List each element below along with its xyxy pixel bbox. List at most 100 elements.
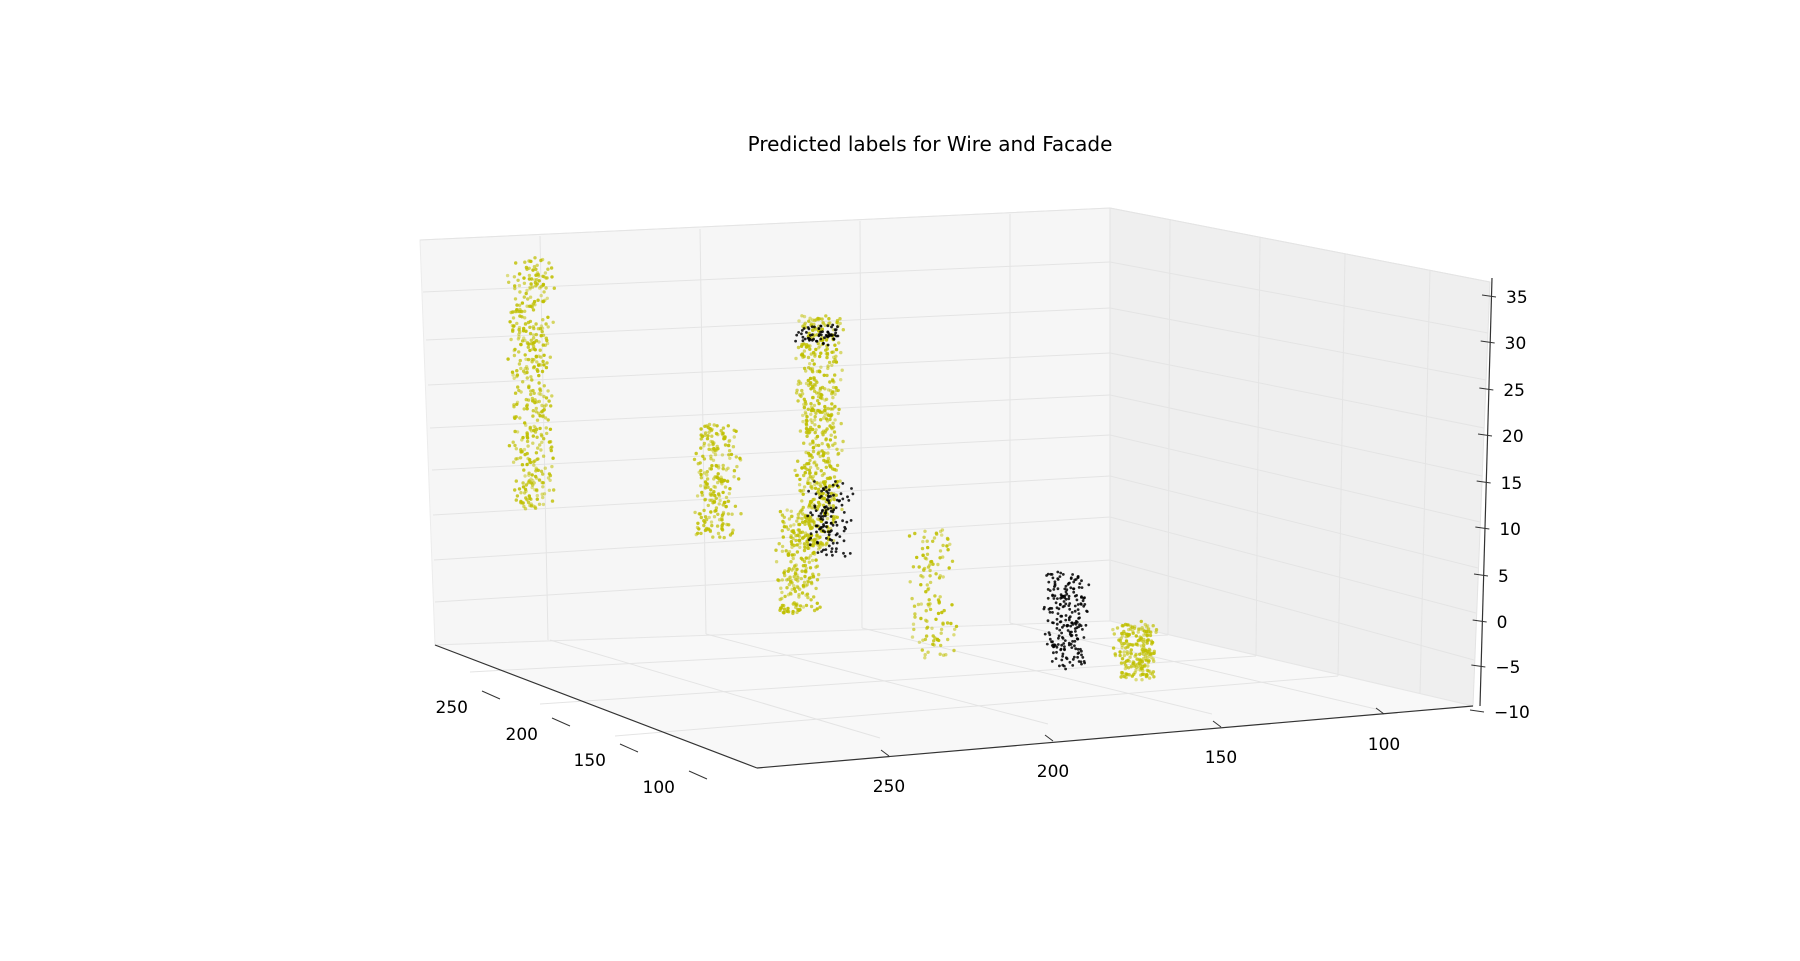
point-s0-c3 <box>789 578 793 582</box>
point-s0-c0 <box>535 497 539 501</box>
point-s0-c4 <box>938 652 942 656</box>
point-s0-c3 <box>805 592 810 596</box>
point-s0-c5 <box>1112 632 1117 636</box>
point-s0-c3 <box>807 560 811 564</box>
point-s0-c0 <box>541 454 546 458</box>
point-s0-c0 <box>542 363 546 367</box>
point-s0-c0 <box>525 462 529 467</box>
point-s0-c3 <box>782 603 786 608</box>
point-s0-c0 <box>518 314 522 318</box>
point-s0-c0 <box>550 464 554 469</box>
point-s1-c2 <box>1071 640 1074 643</box>
point-s0-c0 <box>528 427 532 431</box>
point-s0-c2 <box>841 439 845 444</box>
point-s0-c2 <box>810 506 814 510</box>
point-s1-c2 <box>1052 597 1056 600</box>
point-s0-c1 <box>731 445 736 449</box>
point-s0-c4 <box>926 545 930 550</box>
point-s1-c2 <box>1076 603 1080 606</box>
point-s0-c1 <box>715 464 719 468</box>
point-s0-c0 <box>551 456 555 460</box>
point-s0-c0 <box>529 282 533 286</box>
point-s0-c5 <box>1146 664 1150 668</box>
point-s0-c0 <box>531 325 536 329</box>
point-s0-c2 <box>839 421 843 426</box>
point-s0-c2 <box>795 473 800 477</box>
point-s0-c3 <box>814 586 818 591</box>
point-s0-c1 <box>707 422 712 427</box>
point-s0-c2 <box>801 505 805 510</box>
point-s1-c2 <box>1059 648 1063 652</box>
point-s0-c3 <box>791 556 795 561</box>
point-s0-c3 <box>797 595 801 599</box>
point-s0-c4 <box>936 562 940 567</box>
point-s1-c0 <box>817 327 821 330</box>
point-s0-c1 <box>713 493 717 498</box>
point-s0-c3 <box>780 578 784 582</box>
point-s0-c4 <box>938 549 943 553</box>
point-s1-c1 <box>834 520 838 524</box>
point-s0-c4 <box>919 574 923 578</box>
point-s1-c0 <box>806 336 810 340</box>
point-s1-c2 <box>1068 633 1072 636</box>
point-s0-c4 <box>920 546 925 551</box>
point-s0-c3 <box>807 546 811 550</box>
point-s0-c1 <box>710 434 714 438</box>
point-s0-c0 <box>529 477 533 481</box>
point-s0-c0 <box>530 378 534 382</box>
point-s0-c3 <box>808 566 813 570</box>
point-s1-c2 <box>1079 660 1083 664</box>
point-s0-c4 <box>929 559 934 564</box>
point-s1-c1 <box>814 492 818 496</box>
point-s0-c0 <box>528 331 533 336</box>
point-s0-c2 <box>833 435 837 439</box>
point-s0-c2 <box>821 453 825 457</box>
point-s0-c0 <box>524 483 528 487</box>
point-s0-c0 <box>541 283 545 288</box>
point-s0-c1 <box>702 444 706 448</box>
point-s0-c0 <box>511 316 516 320</box>
point-s0-c2 <box>840 368 844 372</box>
point-s0-c0 <box>535 263 539 267</box>
point-s0-c0 <box>542 394 546 399</box>
point-s0-c0 <box>545 361 549 365</box>
point-s0-c2 <box>831 395 835 400</box>
point-s0-c2 <box>811 439 815 443</box>
point-s0-c2 <box>820 393 824 397</box>
point-s0-c4 <box>910 635 915 639</box>
point-s1-c2 <box>1059 620 1063 623</box>
point-s0-c3 <box>786 569 790 573</box>
point-s1-c1 <box>822 488 826 491</box>
point-s0-c0 <box>537 502 542 506</box>
point-s0-c3 <box>786 553 791 557</box>
y-tick-mark <box>1044 734 1054 742</box>
point-s1-c2 <box>1053 594 1057 598</box>
point-s0-c2 <box>816 490 820 494</box>
point-s0-c2 <box>816 500 821 505</box>
point-s0-c4 <box>933 594 937 598</box>
point-s1-c0 <box>812 337 815 341</box>
point-s0-c2 <box>814 463 819 467</box>
point-s1-c0 <box>824 333 828 337</box>
point-s0-c0 <box>539 324 544 328</box>
point-s0-c0 <box>538 286 542 290</box>
point-s0-c3 <box>806 579 810 583</box>
z-tick-mark <box>1469 709 1485 713</box>
point-s0-c1 <box>709 520 714 524</box>
point-s0-c0 <box>541 495 545 500</box>
point-s0-c5 <box>1128 651 1133 655</box>
point-s0-c4 <box>913 531 917 536</box>
point-s0-c1 <box>696 531 700 535</box>
point-s0-c1 <box>721 490 725 495</box>
point-s0-c4 <box>917 640 922 644</box>
point-s0-c2 <box>826 364 830 368</box>
point-s0-c3 <box>783 573 787 578</box>
point-s0-c4 <box>950 559 955 563</box>
point-s1-c2 <box>1067 618 1071 622</box>
point-s0-c2 <box>800 466 804 470</box>
point-s0-c2 <box>825 541 829 545</box>
point-s0-c0 <box>537 478 542 482</box>
point-s1-c2 <box>1063 594 1067 598</box>
point-s0-c0 <box>521 369 526 373</box>
point-s0-c2 <box>812 322 816 327</box>
